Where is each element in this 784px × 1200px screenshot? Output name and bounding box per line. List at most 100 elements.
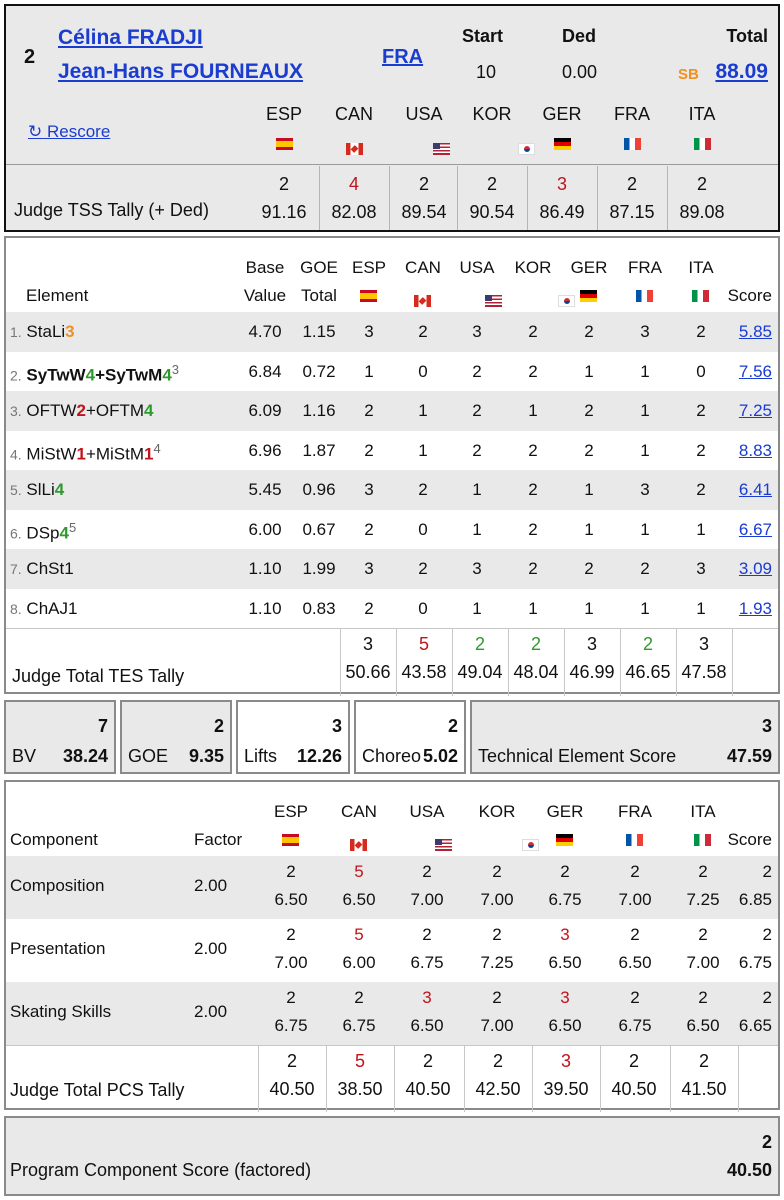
element-score-link[interactable]: 1.93 [738,598,772,618]
flag-icon [556,834,573,846]
element-score-link[interactable]: 3.09 [738,559,772,578]
judge-goe: 2 [364,401,374,420]
bv-count: 7 [97,716,108,736]
flag-icon [692,290,709,302]
judge-goe: 2 [584,401,594,420]
element-score-link[interactable]: 7.25 [738,401,772,420]
bv-value: 38.24 [62,746,108,766]
judge-goe: 2 [472,401,482,420]
col-factor: Factor [194,830,243,849]
element-number: 4. [10,446,22,463]
judge-count: 2 [286,988,296,1007]
component-factor: 2.00 [194,939,228,958]
element-score-link[interactable]: 5.85 [738,322,772,341]
judge-code-ger: GER [542,104,582,124]
pcs-total-value: 40.50 [726,1160,772,1180]
divider [258,1045,259,1112]
judge-code-can: CAN [405,258,441,277]
col-goe-1: GOE [300,258,338,277]
tes-summary: 3 Technical Element Score 47.59 [470,700,780,774]
skater-1-link[interactable]: Célina FRADJI [58,26,203,49]
flag-icon [636,290,653,302]
divider [620,628,621,696]
element-code-part: OFTW [26,401,77,420]
total-score-link[interactable]: 88.09 [715,60,768,83]
judge-goe: 1 [584,519,594,539]
judge-code-kor: KOR [514,258,552,277]
judge-goe: 2 [528,322,538,341]
judge-count: 2 [630,862,640,881]
tes-count: 2 [474,634,485,654]
flag-icon [694,138,711,150]
element-score-link[interactable]: 6.41 [738,480,772,499]
component-score: 6.65 [738,1016,772,1035]
tes-score: 46.65 [625,662,671,682]
rescore-button[interactable]: ↻ Rescore [28,122,110,142]
judge-mark: 6.50 [548,953,582,972]
total-label: Total [726,26,768,46]
judge-goe: 1 [528,401,538,420]
goe-total: 0.67 [302,519,336,539]
judge-goe: 2 [584,559,594,578]
component-factor: 2.00 [194,1002,228,1021]
element-score-link[interactable]: 7.56 [738,361,772,381]
judge-goe: 3 [472,559,482,578]
flag-icon [694,834,711,846]
component-name: Presentation [10,939,106,958]
judge-goe: 2 [696,322,706,341]
tss-count: 2 [696,174,707,194]
divider [464,1045,465,1112]
element-code-part: +OFTM [85,401,145,420]
judge-code-fra: FRA [618,802,652,821]
ded-label: Ded [562,26,597,46]
judge-mark: 7.00 [274,953,308,972]
judge-code-kor: KOR [472,104,512,124]
skater-2-link[interactable]: Jean-Hans FOURNEAUX [58,60,304,83]
base-value: 1.10 [248,559,282,578]
flag-icon [433,142,450,155]
judge-code-esp: ESP [351,258,387,277]
goe-summary: 2 GOE 9.35 [120,700,232,774]
element-code-part: +MiStM [85,444,145,464]
judge-goe: 1 [640,361,650,381]
judge-mark: 7.25 [480,953,514,972]
col-element: Element [26,286,89,305]
goe-total: 1.87 [302,440,336,460]
pcs-count: 2 [422,1051,433,1071]
element-score-link[interactable]: 8.83 [738,440,772,460]
base-value: 4.70 [248,322,282,341]
flag-icon [554,138,571,150]
base-value: 5.45 [248,480,282,499]
refresh-icon: ↻ [28,122,43,141]
tes-score: 43.58 [401,662,447,682]
judge-mark: 6.75 [342,1016,376,1035]
element-code-part: 3 [65,322,75,341]
tes-count: 3 [586,634,597,654]
nation-link[interactable]: FRA [382,46,424,68]
tes-score: 50.66 [345,662,391,682]
element-note: 4 [153,440,161,456]
lifts-count: 3 [331,716,342,736]
divider [676,628,677,696]
pcs-tally-label: Judge Total PCS Tally [10,1080,185,1100]
element-code-part: ChSt1 [26,559,74,578]
element-code-part: 1 [76,444,86,464]
judge-goe: 3 [640,480,650,499]
divider [389,166,390,230]
element-number: 3. [10,403,22,419]
judge-goe: 2 [472,440,482,460]
judge-count: 3 [422,988,432,1007]
divider [396,628,397,696]
component-row [6,982,778,1045]
component-factor: 2.00 [194,876,228,895]
judge-mark: 7.00 [480,1016,514,1035]
flag-icon [276,138,293,150]
pcs-count: 2 [286,1051,297,1071]
judge-goe: 1 [640,440,650,460]
judge-goe: 1 [364,361,374,381]
tes-count: 3 [761,716,772,736]
element-score-link[interactable]: 6.67 [738,519,772,539]
judge-mark: 6.75 [410,953,444,972]
divider [6,628,778,629]
judge-code-fra: FRA [628,258,662,277]
